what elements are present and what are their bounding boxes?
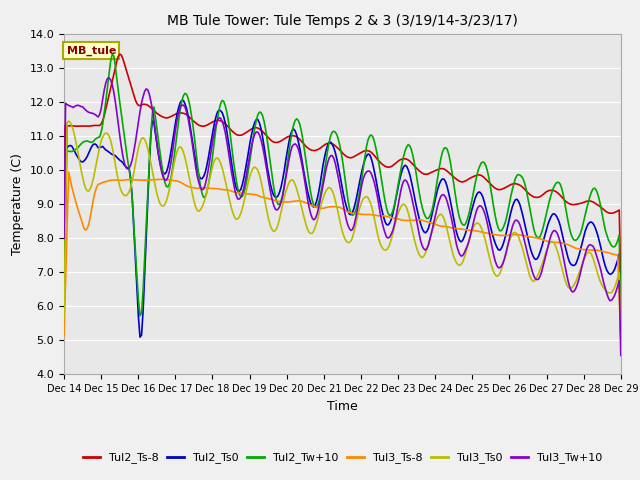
Text: MB_tule: MB_tule (67, 46, 116, 56)
X-axis label: Time: Time (327, 400, 358, 413)
Y-axis label: Temperature (C): Temperature (C) (11, 153, 24, 255)
Legend: Tul2_Ts-8, Tul2_Ts0, Tul2_Tw+10, Tul3_Ts-8, Tul3_Ts0, Tul3_Tw+10: Tul2_Ts-8, Tul2_Ts0, Tul2_Tw+10, Tul3_Ts… (79, 448, 606, 468)
Title: MB Tule Tower: Tule Temps 2 & 3 (3/19/14-3/23/17): MB Tule Tower: Tule Temps 2 & 3 (3/19/14… (167, 14, 518, 28)
